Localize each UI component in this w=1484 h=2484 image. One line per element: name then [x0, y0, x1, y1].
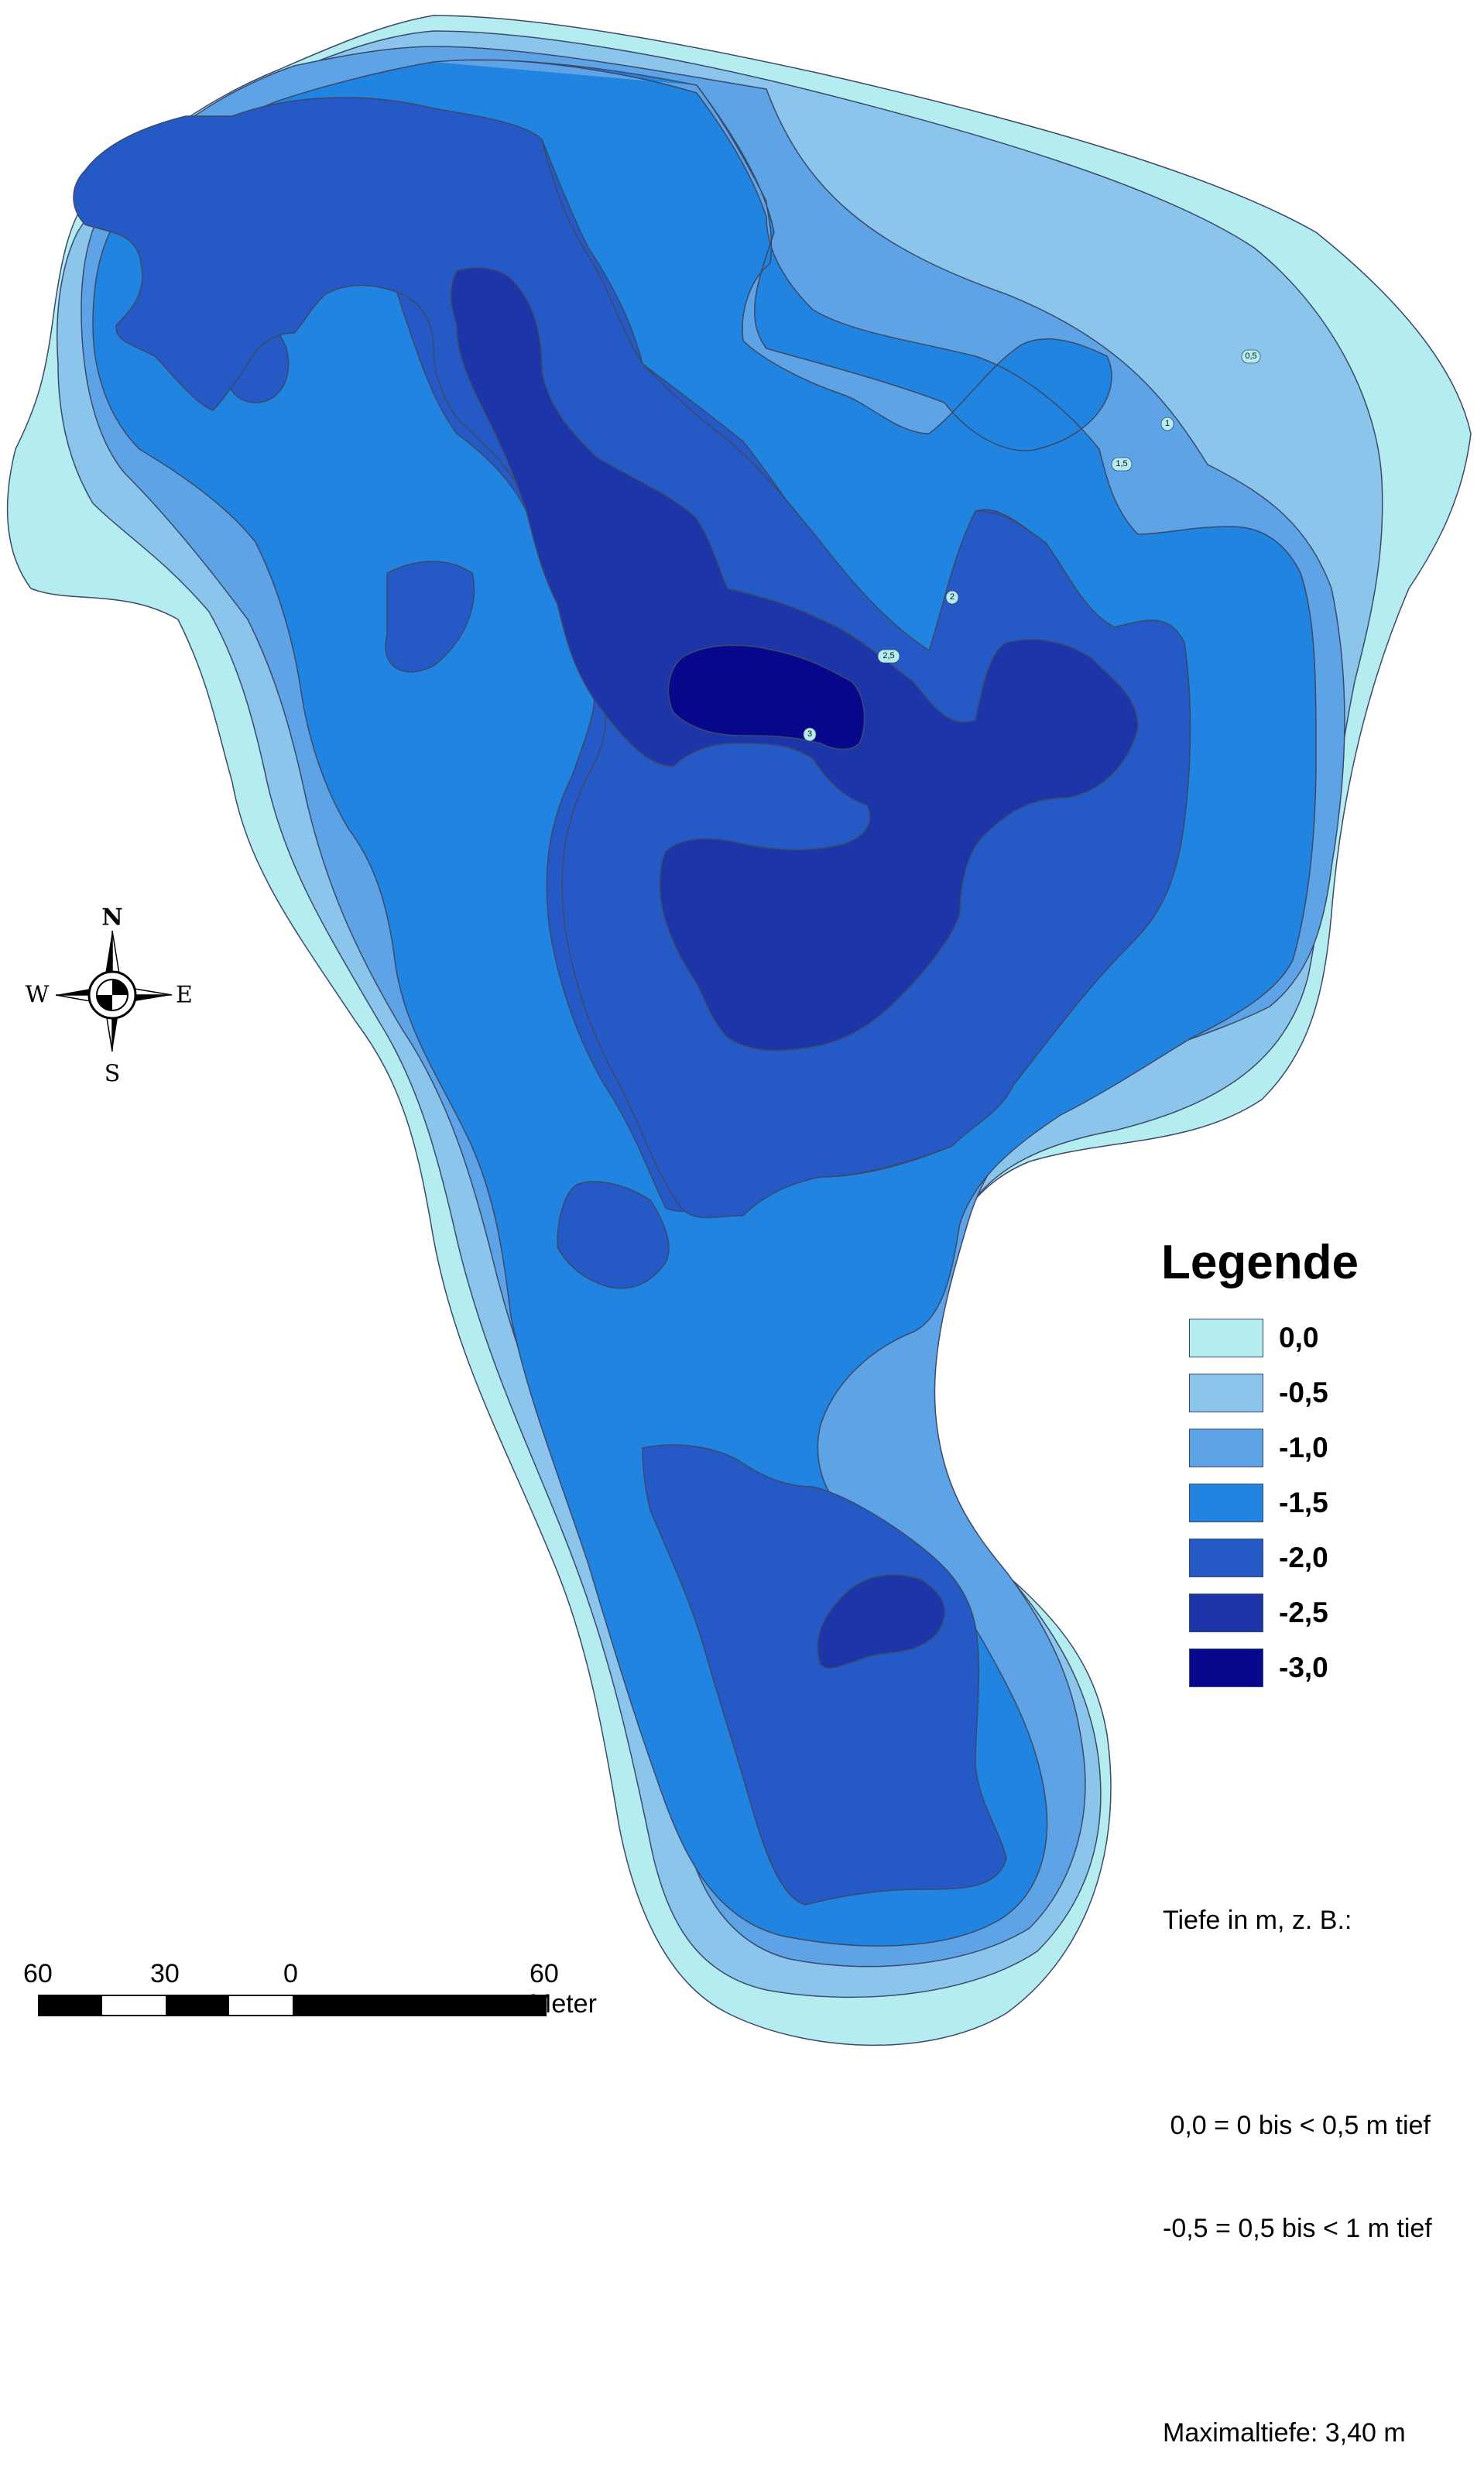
- legend-swatch: [1189, 1648, 1263, 1687]
- legend-label: -2,0: [1279, 1541, 1328, 1573]
- contour-label-1: 1: [1160, 417, 1174, 431]
- depth-zone-minus-2-5-south: [817, 1574, 945, 1669]
- contour-label-0-5: 0,5: [1241, 349, 1261, 364]
- contour-label-2-5: 2,5: [877, 649, 900, 664]
- compass-west-label: W: [26, 982, 50, 1009]
- contour-label-2: 2: [945, 590, 959, 605]
- legend-label: -3,0: [1279, 1651, 1328, 1683]
- compass-rose-icon: N E S W: [26, 904, 193, 1088]
- legend-label: -2,5: [1279, 1596, 1328, 1628]
- contour-label-1-5: 1,5: [1111, 457, 1133, 472]
- svg-text:0,5: 0,5: [1245, 352, 1256, 361]
- legend-swatch: [1189, 1483, 1263, 1522]
- legend-item-minus-2-5: -2,5: [1189, 1585, 1359, 1640]
- legend-swatch: [1189, 1318, 1263, 1357]
- notes-example-2: -0,5 = 0,5 bis < 1 m tief: [1163, 2213, 1432, 2243]
- notes-example-1: 0,0 = 0 bis < 0,5 m tief: [1163, 2111, 1431, 2141]
- legend-label: -1,0: [1279, 1431, 1328, 1463]
- legend-title: Legende: [1161, 1236, 1359, 1289]
- svg-text:2,5: 2,5: [883, 651, 894, 660]
- legend-label: 0,0: [1279, 1321, 1319, 1354]
- scale-label-60-left: 60: [23, 1959, 53, 1988]
- legend-item-minus-1-0: -1,0: [1189, 1420, 1359, 1475]
- legend-item-minus-3-0: -3,0: [1189, 1640, 1359, 1695]
- compass-south-label: S: [105, 1061, 121, 1088]
- legend-swatch: [1189, 1428, 1263, 1467]
- legend: Legende 0,0 -0,5 -1,0 -1,5 -2,0 -2,5 -3,…: [1161, 1239, 1359, 1695]
- depth-zone-minus-2-0-small-island: [557, 1181, 670, 1289]
- notes-spacer: [1163, 2314, 1432, 2348]
- svg-text:1,5: 1,5: [1116, 459, 1127, 468]
- scale-label-60-meter: 60 Meter: [530, 1959, 597, 2019]
- depth-notes: Tiefe in m, z. B.: 0,0 = 0 bis < 0,5 m t…: [1163, 1835, 1432, 2484]
- notes-spacer: [1163, 2006, 1432, 2040]
- legend-label: -1,5: [1279, 1486, 1328, 1518]
- notes-max-depth: Maximaltiefe: 3,40 m: [1163, 2418, 1406, 2448]
- compass-east-label: E: [176, 982, 193, 1009]
- legend-swatch: [1189, 1593, 1263, 1632]
- compass-north-label: N: [101, 904, 122, 932]
- scale-label-0: 0: [283, 1959, 298, 1988]
- scale-label-30: 30: [150, 1959, 180, 1988]
- contour-label-3: 3: [803, 727, 817, 742]
- legend-swatch: [1189, 1538, 1263, 1577]
- legend-item-minus-0-5: -0,5: [1189, 1365, 1359, 1420]
- svg-text:1: 1: [1165, 419, 1170, 428]
- legend-label: -0,5: [1279, 1376, 1328, 1408]
- scale-bar-graphic: [38, 1995, 547, 2016]
- legend-swatch: [1189, 1373, 1263, 1412]
- notes-heading: Tiefe in m, z. B.:: [1163, 1906, 1352, 1936]
- svg-text:2: 2: [950, 592, 954, 602]
- depth-zone-minus-2-0-south: [642, 1444, 1007, 1906]
- legend-item-minus-2-0: -2,0: [1189, 1530, 1359, 1585]
- lake-depth-map: 0,5 1 1,5 2 2,5 3 N E S W: [6, 15, 1472, 2046]
- legend-item-minus-1-5: -1,5: [1189, 1475, 1359, 1530]
- svg-text:3: 3: [807, 729, 812, 739]
- legend-item-0-0: 0,0: [1189, 1310, 1359, 1365]
- depth-zone-minus-3-0: [667, 644, 865, 750]
